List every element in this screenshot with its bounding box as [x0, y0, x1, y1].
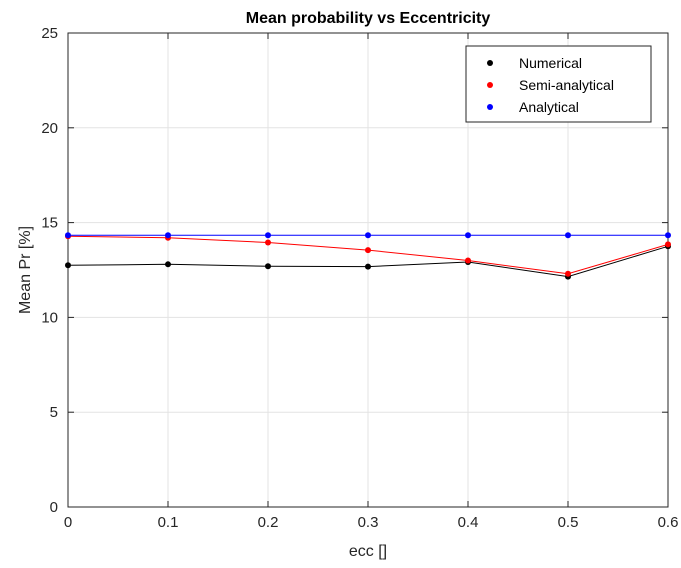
legend: Numerical Semi-analytical Analytical — [465, 45, 652, 123]
x-tick-label: 0 — [64, 514, 72, 531]
legend-marker-numerical — [487, 60, 493, 66]
x-tick-label: 0.3 — [358, 514, 379, 531]
data-point-analytical — [265, 232, 271, 239]
y-tick-label: 20 — [41, 120, 58, 137]
legend-label-semi-analytical: Semi-analytical — [519, 77, 614, 93]
data-point-numerical — [365, 263, 371, 270]
legend-marker-semi-analytical — [487, 82, 493, 88]
y-axis-label: Mean Pr [%] — [17, 226, 34, 314]
x-tick-label: 0.1 — [158, 514, 179, 531]
y-tick-label: 10 — [41, 309, 58, 326]
legend-box — [465, 45, 652, 123]
data-point-semi-analytical — [565, 270, 571, 277]
x-tick-label: 0.5 — [558, 514, 579, 531]
x-tick-label: 0.2 — [258, 514, 279, 531]
y-tick-label: 0 — [50, 499, 58, 516]
data-point-numerical — [65, 262, 71, 269]
data-point-semi-analytical — [665, 241, 671, 248]
data-point-semi-analytical — [265, 239, 271, 246]
data-point-numerical — [165, 261, 171, 268]
x-axis-label: ecc [] — [349, 543, 387, 560]
data-point-analytical — [365, 232, 371, 239]
data-point-analytical — [165, 232, 171, 239]
legend-marker-analytical — [487, 104, 493, 110]
legend-label-analytical: Analytical — [519, 99, 579, 115]
data-point-analytical — [665, 232, 671, 239]
series-layer — [65, 232, 671, 280]
data-point-numerical — [265, 263, 271, 270]
data-point-semi-analytical — [365, 247, 371, 254]
ticks: 0 0.1 0.2 0.3 0.4 0.5 0.6 0 5 10 15 20 25 — [41, 25, 678, 531]
x-tick-label: 0.6 — [658, 514, 679, 531]
data-point-analytical — [65, 232, 71, 239]
y-tick-label: 15 — [41, 215, 58, 232]
y-tick-label: 25 — [41, 25, 58, 42]
data-point-analytical — [465, 232, 471, 239]
y-tick-label: 5 — [50, 404, 58, 421]
legend-label-numerical: Numerical — [519, 55, 582, 71]
data-point-semi-analytical — [465, 257, 471, 264]
data-point-analytical — [565, 232, 571, 239]
x-tick-label: 0.4 — [458, 514, 479, 531]
chart-title: Mean probability vs Eccentricity — [246, 10, 491, 27]
